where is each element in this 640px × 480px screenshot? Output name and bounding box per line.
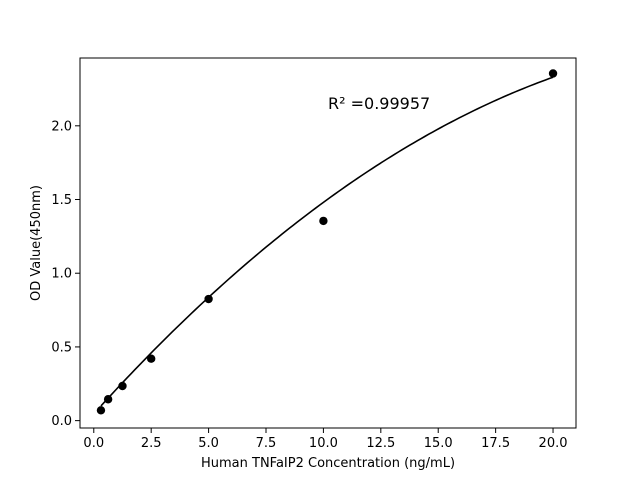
- y-tick-label: 2.0: [51, 119, 72, 134]
- y-tick-label: 0.5: [51, 340, 72, 355]
- x-tick-label: 12.5: [366, 436, 395, 451]
- x-tick-label: 0.0: [83, 436, 104, 451]
- data-point: [96, 406, 106, 415]
- y-tick-label: 1.0: [51, 267, 72, 282]
- x-axis: 0.0 2.5 5.0 7.5 10.0 12.5 15.0 17.5 20.0: [83, 428, 568, 451]
- x-tick-label: 17.5: [481, 436, 510, 451]
- y-axis: 0.0 0.5 1.0 1.5 2.0: [51, 119, 80, 429]
- x-tick-label: 2.5: [141, 436, 162, 451]
- data-point: [548, 69, 558, 78]
- x-tick-label: 15.0: [424, 436, 453, 451]
- data-point: [146, 354, 156, 363]
- data-point: [319, 216, 328, 226]
- y-tick-label: 0.0: [51, 414, 72, 429]
- data-points: [96, 69, 558, 415]
- y-tick-label: 1.5: [51, 193, 72, 208]
- plot-area-frame: [79, 57, 577, 429]
- x-axis-label: Human TNFaIP2 Concentration (ng/mL): [201, 456, 455, 471]
- data-point: [118, 381, 127, 391]
- x-tick-label: 10.0: [309, 436, 338, 451]
- y-axis-label: OD Value(450nm): [29, 185, 44, 301]
- x-tick-label: 20.0: [539, 436, 568, 451]
- r-squared-annotation: R² =0.99957: [328, 94, 430, 113]
- data-point: [103, 395, 113, 404]
- x-tick-label: 7.5: [256, 436, 277, 451]
- data-point: [204, 294, 213, 304]
- fit-curve: [100, 76, 554, 407]
- x-tick-label: 5.0: [198, 436, 219, 451]
